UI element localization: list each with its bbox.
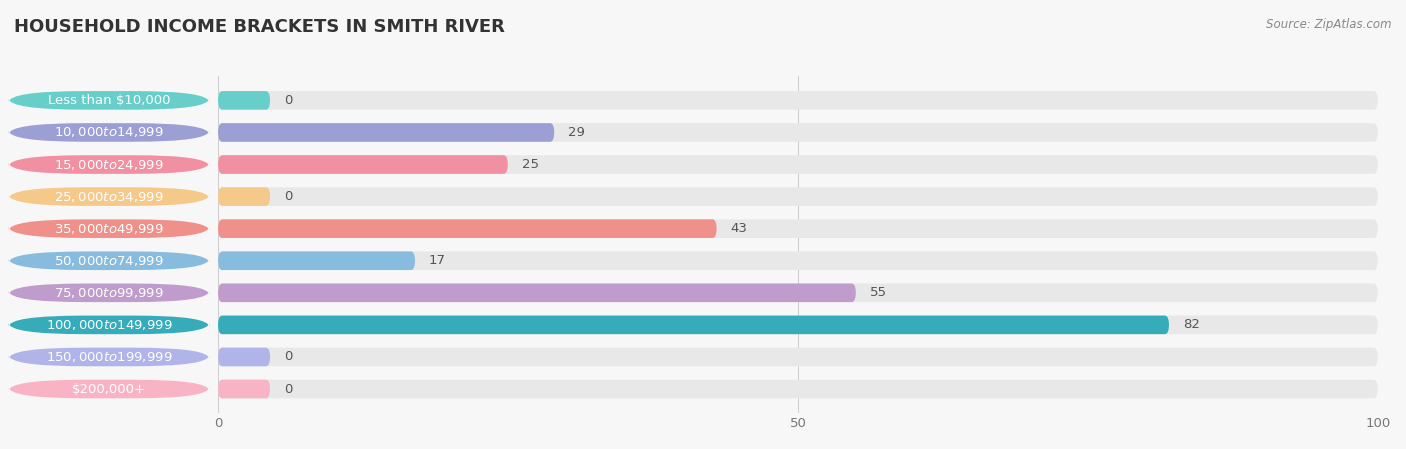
- Text: 17: 17: [429, 254, 446, 267]
- FancyBboxPatch shape: [8, 91, 209, 110]
- FancyBboxPatch shape: [218, 220, 1378, 238]
- Text: $35,000 to $49,999: $35,000 to $49,999: [53, 222, 165, 236]
- Text: 82: 82: [1182, 318, 1199, 331]
- FancyBboxPatch shape: [218, 380, 270, 398]
- FancyBboxPatch shape: [218, 220, 717, 238]
- FancyBboxPatch shape: [218, 187, 1378, 206]
- FancyBboxPatch shape: [218, 316, 1170, 334]
- FancyBboxPatch shape: [8, 316, 209, 334]
- FancyBboxPatch shape: [218, 316, 1378, 334]
- Text: Less than $10,000: Less than $10,000: [48, 94, 170, 107]
- FancyBboxPatch shape: [218, 283, 1378, 302]
- Text: HOUSEHOLD INCOME BRACKETS IN SMITH RIVER: HOUSEHOLD INCOME BRACKETS IN SMITH RIVER: [14, 18, 505, 36]
- FancyBboxPatch shape: [218, 91, 270, 110]
- Text: 0: 0: [284, 383, 292, 396]
- Text: $50,000 to $74,999: $50,000 to $74,999: [53, 254, 165, 268]
- FancyBboxPatch shape: [218, 155, 508, 174]
- FancyBboxPatch shape: [218, 91, 1378, 110]
- Text: 0: 0: [284, 351, 292, 363]
- Text: 55: 55: [870, 286, 887, 299]
- Text: $10,000 to $14,999: $10,000 to $14,999: [53, 125, 165, 140]
- FancyBboxPatch shape: [8, 220, 209, 238]
- Text: 25: 25: [522, 158, 538, 171]
- Text: $200,000+: $200,000+: [72, 383, 146, 396]
- FancyBboxPatch shape: [8, 123, 209, 142]
- FancyBboxPatch shape: [218, 251, 415, 270]
- Text: 0: 0: [284, 94, 292, 107]
- FancyBboxPatch shape: [8, 187, 209, 206]
- Text: Source: ZipAtlas.com: Source: ZipAtlas.com: [1267, 18, 1392, 31]
- FancyBboxPatch shape: [218, 380, 1378, 398]
- FancyBboxPatch shape: [8, 251, 209, 270]
- FancyBboxPatch shape: [8, 348, 209, 366]
- FancyBboxPatch shape: [218, 348, 1378, 366]
- Text: $15,000 to $24,999: $15,000 to $24,999: [53, 158, 165, 172]
- FancyBboxPatch shape: [8, 283, 209, 302]
- FancyBboxPatch shape: [218, 283, 856, 302]
- FancyBboxPatch shape: [218, 123, 1378, 142]
- Text: $150,000 to $199,999: $150,000 to $199,999: [46, 350, 172, 364]
- FancyBboxPatch shape: [8, 380, 209, 398]
- Text: $100,000 to $149,999: $100,000 to $149,999: [46, 318, 172, 332]
- FancyBboxPatch shape: [218, 123, 554, 142]
- FancyBboxPatch shape: [8, 155, 209, 174]
- Text: 43: 43: [731, 222, 748, 235]
- Text: $25,000 to $34,999: $25,000 to $34,999: [53, 189, 165, 203]
- FancyBboxPatch shape: [218, 187, 270, 206]
- FancyBboxPatch shape: [218, 348, 270, 366]
- Text: 0: 0: [284, 190, 292, 203]
- Text: $75,000 to $99,999: $75,000 to $99,999: [53, 286, 165, 300]
- FancyBboxPatch shape: [218, 251, 1378, 270]
- FancyBboxPatch shape: [218, 155, 1378, 174]
- Text: 29: 29: [568, 126, 585, 139]
